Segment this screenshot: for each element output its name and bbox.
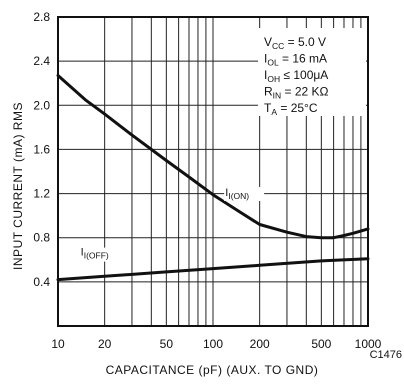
x-tick-label: 10 [51, 337, 65, 351]
x-tick-label: 1000 [355, 337, 382, 351]
y-tick-label: 0.8 [33, 231, 50, 245]
series-labels: II(ON) II(OFF) [79, 186, 265, 262]
x-tick-label: 50 [160, 337, 174, 351]
x-tick-label: 100 [203, 337, 223, 351]
series-label-i-off: II(OFF) [81, 246, 109, 260]
series-layer [56, 74, 370, 282]
condition-line: IOH ≤ 100μA [264, 68, 328, 84]
x-tick-label: 20 [98, 337, 112, 351]
series-line-i-off [56, 257, 370, 282]
y-axis-title: INPUT CURRENT (mA) RMS [11, 102, 25, 270]
tick-layer: 10 20 50 100 200 500 1000 0.4 0.8 1.2 1.6 2.0 2.4 2.8 [33, 10, 381, 351]
x-axis-title: CAPACITANCE (pF) (AUX. TO GND) [106, 363, 319, 377]
condition-line: TA = 25°C [264, 101, 318, 117]
y-tick-label: 0.4 [33, 275, 50, 289]
series-line-i-on [56, 74, 370, 240]
figure-code: C1476 [370, 349, 402, 361]
condition-line: RIN = 22 KΩ [264, 85, 329, 101]
y-tick-label: 2.8 [33, 10, 50, 24]
plot-frame [57, 16, 369, 327]
conditions-background [258, 28, 366, 116]
series-label-background [224, 186, 265, 201]
condition-line: IOL = 16 mA [264, 52, 327, 68]
x-tick-label: 200 [250, 337, 270, 351]
y-tick-label: 2.0 [33, 98, 50, 112]
condition-line: VCC = 5.0 V [264, 35, 326, 51]
y-tick-label: 1.2 [33, 187, 50, 201]
series-label-background [79, 247, 120, 262]
series-label-i-on: II(ON) [225, 187, 249, 201]
y-tick-label: 1.6 [33, 142, 50, 156]
x-tick-label: 500 [311, 337, 331, 351]
y-tick-label: 2.4 [33, 54, 50, 68]
